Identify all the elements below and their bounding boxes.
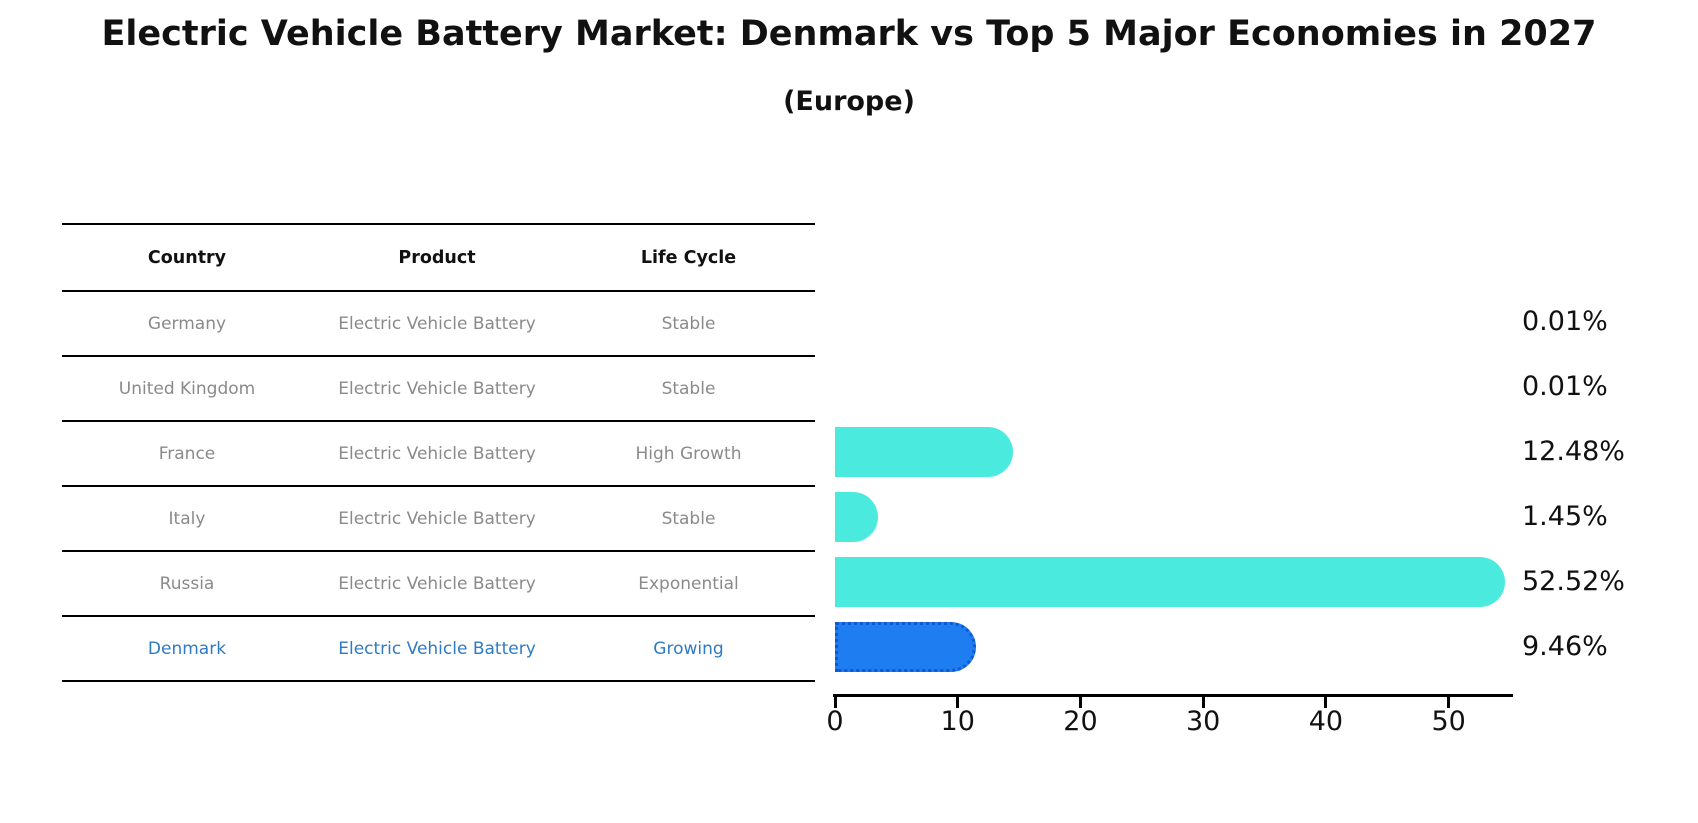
column-header-lifecycle: Life Cycle	[640, 247, 737, 268]
bar-france	[835, 427, 1014, 477]
cell-lifecycle: Exponential	[638, 573, 739, 594]
table-row-russia: Russia Electric Vehicle Battery Exponentia…	[62, 552, 815, 617]
cell-country: Denmark	[147, 638, 227, 659]
cell-country: Russia	[159, 573, 215, 594]
bar-russia	[835, 557, 1505, 607]
cell-lifecycle: Stable	[661, 378, 716, 399]
x-tick-mark-40	[1324, 697, 1328, 708]
x-tick-label-10: 10	[940, 706, 975, 737]
cell-product: Electric Vehicle Battery	[338, 313, 536, 334]
value-label-russia: 52.52%	[1522, 566, 1625, 597]
cell-product: Electric Vehicle Battery	[338, 508, 536, 529]
cell-lifecycle: Growing	[653, 638, 724, 659]
value-label-france: 12.48%	[1522, 436, 1625, 467]
cell-lifecycle: High Growth	[635, 443, 742, 464]
table-row-germany: Germany Electric Vehicle Battery Stable	[62, 292, 815, 357]
table-row-united-kingdom: United Kingdom Electric Vehicle Battery St…	[62, 357, 815, 422]
cell-country: United Kingdom	[118, 378, 256, 399]
column-header-country: Country	[147, 247, 227, 268]
table-row-france: France Electric Vehicle Battery High Growt…	[62, 422, 815, 487]
x-tick-label-30: 30	[1185, 706, 1221, 737]
table-row-denmark: Denmark Electric Vehicle Battery Growing	[62, 617, 815, 682]
x-tick-label-50: 50	[1431, 706, 1466, 737]
x-axis-line	[833, 694, 1513, 697]
x-tick-mark-0	[833, 697, 837, 708]
value-label-united-kingdom: 0.01%	[1522, 371, 1608, 402]
x-tick-mark-30	[1201, 697, 1205, 708]
bar-denmark	[835, 622, 977, 672]
table-body: Germany Electric Vehicle Battery Stable Uni…	[62, 292, 815, 682]
chart-title: Electric Vehicle Battery Market: Denmark…	[101, 14, 1597, 54]
cell-country: Italy	[168, 508, 206, 529]
cell-lifecycle: Stable	[661, 508, 716, 529]
chart-subtitle: (Europe)	[783, 86, 915, 117]
cell-country: Germany	[147, 313, 227, 334]
x-tick-mark-10	[956, 697, 960, 708]
x-tick-label-0: 0	[826, 706, 844, 737]
x-tick-mark-20	[1078, 697, 1082, 708]
cell-product: Electric Vehicle Battery	[338, 573, 536, 594]
x-tick-label-20: 20	[1063, 706, 1098, 737]
cell-product: Electric Vehicle Battery	[338, 378, 536, 399]
cell-country: France	[158, 443, 216, 464]
cell-product: Electric Vehicle Battery	[338, 443, 536, 464]
table-header-row: Country Product Life Cycle	[62, 225, 815, 292]
cell-lifecycle: Stable	[661, 313, 716, 334]
x-tick-mark-50	[1447, 697, 1451, 708]
bar-italy	[835, 492, 878, 542]
country-table: Country Product Life Cycle Germany Electr…	[62, 223, 815, 682]
table-row-italy: Italy Electric Vehicle Battery Stable	[62, 487, 815, 552]
cell-product: Electric Vehicle Battery	[338, 638, 536, 659]
value-label-denmark: 9.46%	[1522, 631, 1608, 662]
column-header-product: Product	[398, 247, 476, 268]
value-label-germany: 0.01%	[1522, 306, 1608, 337]
x-tick-label-40: 40	[1308, 706, 1344, 737]
value-label-italy: 1.45%	[1522, 501, 1608, 532]
